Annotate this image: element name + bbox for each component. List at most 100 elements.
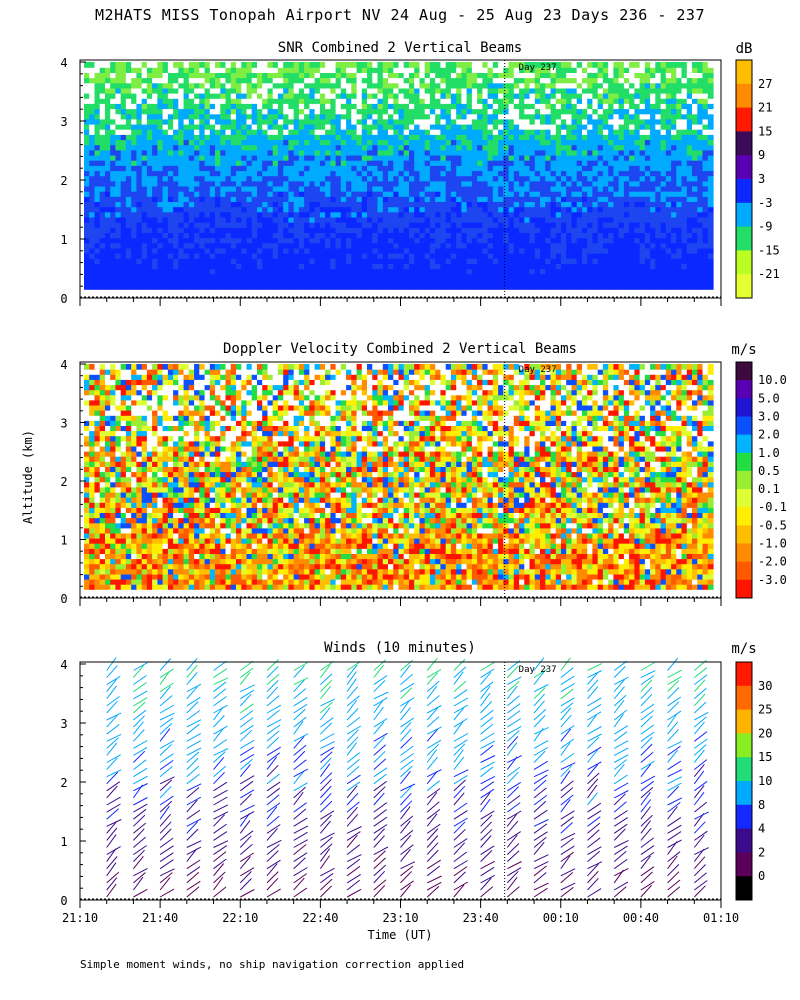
heat-cell: [623, 211, 630, 218]
heat-cell: [639, 232, 646, 239]
heat-cell: [665, 185, 672, 192]
heat-cell: [492, 123, 499, 130]
heat-cell: [498, 268, 504, 275]
heat-cell: [335, 222, 342, 228]
heat-cell: [377, 82, 384, 89]
heat-cell: [283, 216, 289, 223]
heat-cell: [608, 113, 614, 120]
heat-cell: [435, 103, 441, 110]
heat-cell: [120, 72, 127, 79]
heat-cell: [110, 67, 116, 73]
heat-cell: [178, 134, 185, 141]
heat-cell: [650, 273, 656, 280]
heat-cell: [618, 134, 625, 141]
heat-cell: [466, 123, 473, 130]
heat-cell: [576, 139, 583, 146]
heat-cell: [461, 72, 468, 79]
heat-cell: [534, 211, 541, 218]
heat-cell: [545, 278, 552, 285]
heat-cell: [461, 222, 468, 228]
heat-cell: [597, 284, 604, 290]
heat-cell: [319, 268, 326, 275]
heat-cell: [582, 72, 588, 79]
heat-cell: [571, 253, 578, 259]
heat-cell: [613, 232, 620, 239]
heat-cell: [188, 185, 195, 192]
heat-cell: [608, 206, 614, 213]
heat-cell: [650, 98, 656, 104]
heat-cell: [445, 258, 452, 264]
heat-cell: [372, 87, 379, 94]
heat-cell: [105, 139, 111, 146]
heat-cell: [398, 108, 405, 115]
heat-cell: [236, 196, 242, 202]
heat-cell: [215, 222, 221, 228]
heat-cell: [330, 263, 337, 270]
heat-cell: [346, 170, 352, 177]
heat-cell: [125, 242, 132, 249]
heat-cell: [440, 191, 447, 197]
heat-cell: [587, 185, 593, 192]
heat-cell: [445, 201, 452, 208]
heat-cell: [288, 108, 295, 115]
heat-cell: [545, 72, 552, 79]
heat-cell: [325, 242, 331, 249]
heat-cell: [503, 263, 510, 270]
heat-cell: [487, 87, 494, 94]
heat-cell: [283, 237, 289, 244]
heat-cell: [671, 170, 677, 177]
heat-cell: [120, 149, 127, 156]
heat-cell: [314, 103, 321, 110]
heat-cell: [545, 93, 552, 99]
heat-cell: [503, 129, 510, 135]
heat-cell: [246, 206, 253, 213]
heat-cell: [487, 123, 494, 130]
heat-cell: [566, 129, 572, 135]
heat-cell: [508, 258, 515, 264]
heat-cell: [209, 206, 216, 213]
heat-cell: [613, 185, 620, 192]
heat-cell: [519, 268, 525, 275]
heat-cell: [529, 268, 536, 275]
heat-cell: [466, 149, 473, 156]
heat-cell: [136, 72, 143, 79]
heat-cell: [382, 180, 389, 187]
heat-cell: [173, 62, 179, 68]
heat-cell: [393, 139, 400, 146]
heat-cell: [540, 170, 546, 177]
heat-cell: [477, 87, 483, 94]
heat-cell: [314, 284, 321, 290]
heat-cell: [665, 149, 672, 156]
heat-cell: [173, 242, 179, 249]
heat-cell: [372, 67, 379, 73]
heat-cell: [267, 191, 274, 197]
heat-cell: [477, 77, 483, 84]
heat-cell: [613, 154, 620, 161]
heat-cell: [409, 211, 415, 218]
heat-cell: [236, 263, 242, 270]
heat-cell: [246, 113, 253, 120]
heat-cell: [487, 77, 494, 84]
heat-cell: [613, 263, 620, 270]
heat-cell: [199, 154, 206, 161]
heat-cell: [445, 113, 452, 120]
heat-cell: [162, 278, 169, 285]
heat-cell: [309, 196, 316, 202]
heat-cell: [183, 284, 190, 290]
heat-cell: [587, 273, 593, 280]
heat-cell: [220, 268, 227, 275]
heat-cell: [545, 242, 552, 249]
heat-cell: [267, 165, 274, 172]
heat-cell: [340, 113, 347, 120]
heat-cell: [487, 258, 494, 264]
heat-cell: [105, 98, 111, 104]
heat-cell: [377, 237, 384, 244]
heat-cell: [377, 98, 384, 104]
heat-cell: [257, 113, 263, 120]
heat-cell: [419, 93, 426, 99]
heat-cell: [644, 82, 651, 89]
heat-cell: [623, 108, 630, 115]
heat-cell: [157, 227, 164, 233]
heat-cell: [94, 87, 101, 94]
heat-cell: [576, 206, 583, 213]
